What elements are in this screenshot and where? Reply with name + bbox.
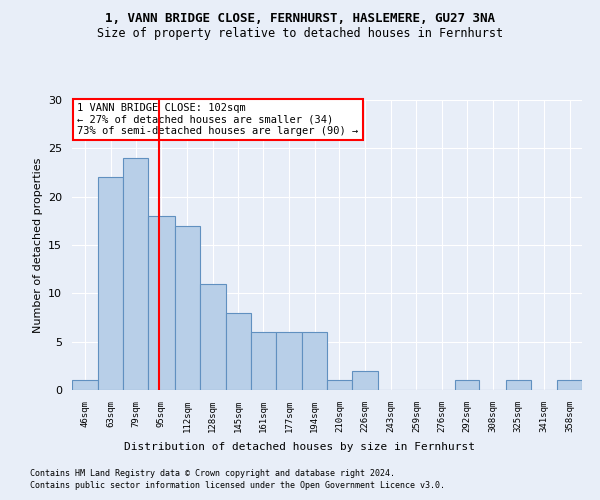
- Bar: [327, 380, 352, 390]
- Bar: [72, 380, 98, 390]
- Bar: [455, 380, 479, 390]
- Text: Size of property relative to detached houses in Fernhurst: Size of property relative to detached ho…: [97, 28, 503, 40]
- Text: Contains public sector information licensed under the Open Government Licence v3: Contains public sector information licen…: [30, 481, 445, 490]
- Bar: [251, 332, 275, 390]
- Bar: [352, 370, 379, 390]
- Bar: [98, 178, 124, 390]
- Text: Contains HM Land Registry data © Crown copyright and database right 2024.: Contains HM Land Registry data © Crown c…: [30, 468, 395, 477]
- Bar: [175, 226, 199, 390]
- Bar: [275, 332, 302, 390]
- Bar: [148, 216, 175, 390]
- Text: Distribution of detached houses by size in Fernhurst: Distribution of detached houses by size …: [125, 442, 476, 452]
- Bar: [506, 380, 530, 390]
- Bar: [199, 284, 226, 390]
- Bar: [226, 312, 251, 390]
- Y-axis label: Number of detached properties: Number of detached properties: [32, 158, 43, 332]
- Bar: [557, 380, 582, 390]
- Bar: [124, 158, 148, 390]
- Bar: [302, 332, 327, 390]
- Text: 1 VANN BRIDGE CLOSE: 102sqm
← 27% of detached houses are smaller (34)
73% of sem: 1 VANN BRIDGE CLOSE: 102sqm ← 27% of det…: [77, 103, 358, 136]
- Text: 1, VANN BRIDGE CLOSE, FERNHURST, HASLEMERE, GU27 3NA: 1, VANN BRIDGE CLOSE, FERNHURST, HASLEME…: [105, 12, 495, 26]
